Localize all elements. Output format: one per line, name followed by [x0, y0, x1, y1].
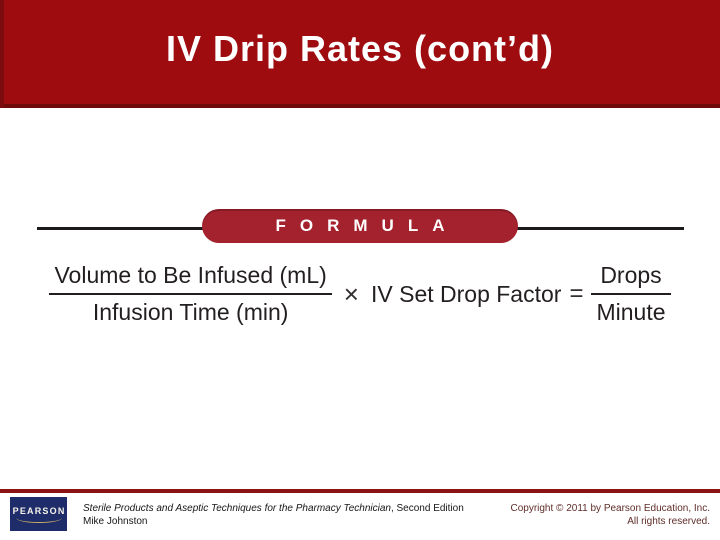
book-info: Sterile Products and Aseptic Techniques … — [83, 502, 464, 528]
multiply-operator: × — [343, 278, 359, 309]
book-title: Sterile Products and Aseptic Techniques … — [83, 503, 391, 514]
formula-banner-label: FORMULA — [275, 216, 459, 235]
denominator-minute: Minute — [596, 299, 666, 325]
copyright-line1: Copyright © 2011 by Pearson Education, I… — [510, 503, 710, 514]
drip-rate-equation: Volume to Be Infused (mL) Infusion Time … — [0, 262, 720, 326]
fraction-volume-over-time: Volume to Be Infused (mL) Infusion Time … — [49, 262, 332, 326]
copyright-notice: Copyright © 2011 by Pearson Education, I… — [510, 502, 710, 528]
formula-banner: FORMULA — [202, 209, 518, 243]
book-edition: , Second Edition — [390, 503, 464, 514]
numerator-drops: Drops — [591, 262, 671, 295]
copyright-line2: All rights reserved. — [627, 516, 710, 527]
equals-operator: = — [569, 280, 584, 307]
slide-header: IV Drip Rates (cont’d) — [0, 0, 720, 108]
slide-title: IV Drip Rates (cont’d) — [165, 28, 555, 69]
book-author: Mike Johnston — [83, 516, 148, 527]
pearson-logo-text: PEARSON — [12, 505, 66, 516]
pearson-logo: PEARSON — [10, 497, 67, 531]
drop-factor-term: IV Set Drop Factor — [370, 280, 562, 307]
footer-divider-line — [0, 489, 720, 493]
book-title-line: Sterile Products and Aseptic Techniques … — [83, 502, 464, 515]
fraction-drops-over-minute: Drops Minute — [591, 262, 671, 326]
denominator-time: Infusion Time (min) — [92, 299, 289, 325]
numerator-volume: Volume to Be Infused (mL) — [49, 262, 332, 295]
pearson-logo-swoosh-icon — [15, 517, 62, 523]
